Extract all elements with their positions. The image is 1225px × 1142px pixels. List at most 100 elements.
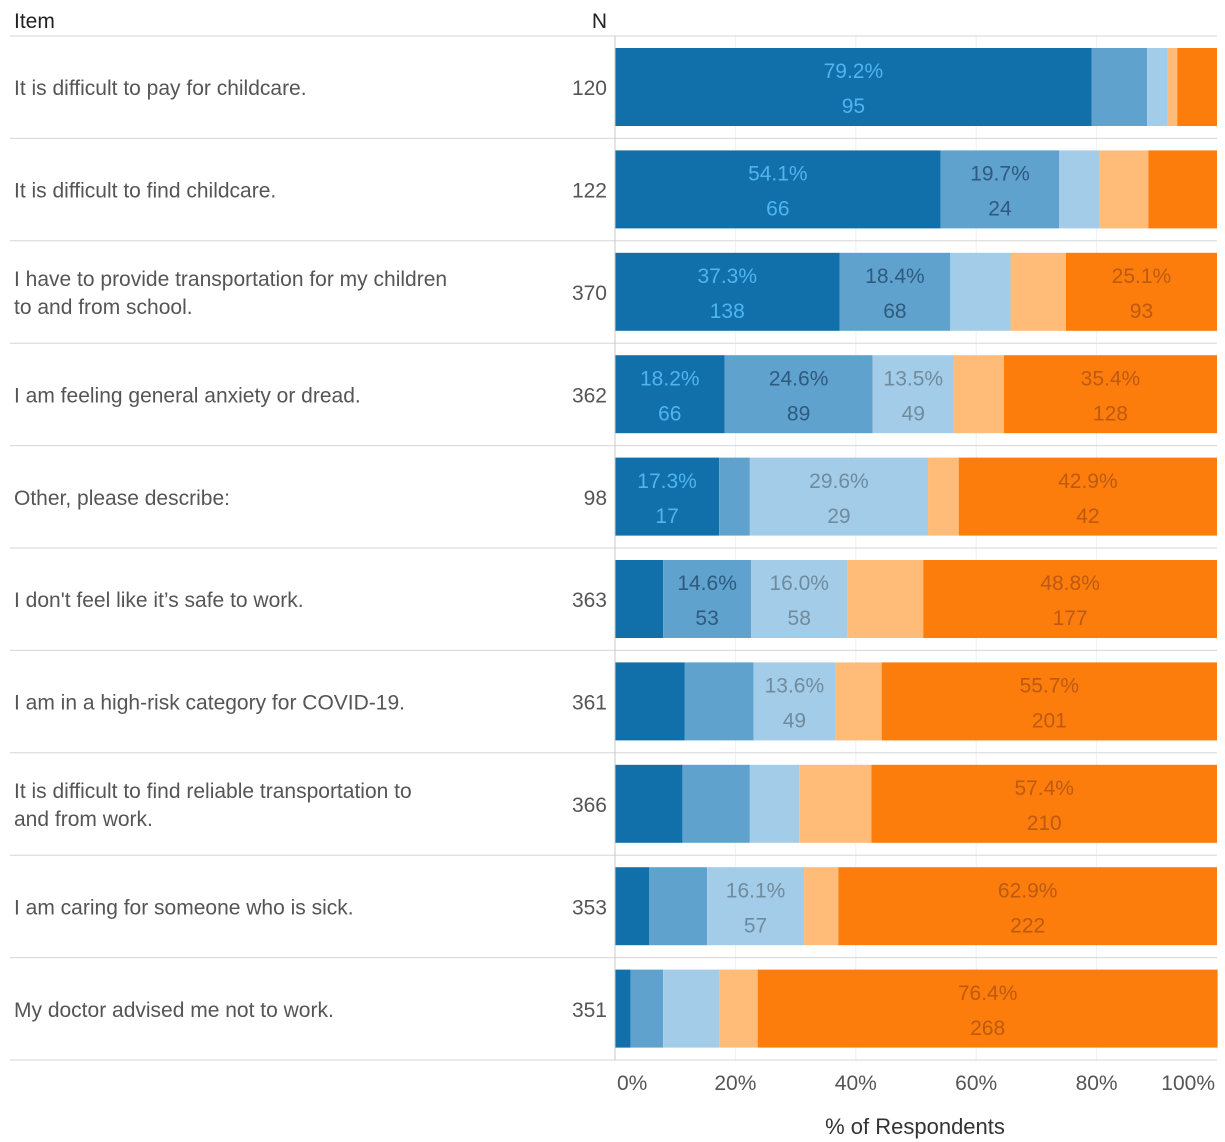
bar-percent-label: 19.7% (970, 163, 1030, 186)
bar-segment (923, 560, 1217, 638)
bar-segment (615, 560, 664, 638)
bar-segment (958, 457, 1217, 536)
bar-percent-label: 18.4% (865, 265, 925, 288)
bar-segment (615, 867, 650, 946)
bar-segment (1099, 150, 1149, 229)
bar-segment (1059, 150, 1100, 229)
row-label: It is difficult to pay for childcare. (14, 77, 307, 100)
bar-segment (928, 457, 959, 536)
bar-segment (871, 764, 1217, 843)
x-tick-label: 40% (835, 1072, 877, 1095)
bar-count-label: 66 (658, 402, 681, 425)
bar-percent-label: 25.1% (1112, 265, 1172, 288)
bar-percent-label: 54.1% (748, 163, 808, 186)
bar-segment (751, 560, 848, 638)
x-axis-title: % of Respondents (825, 1114, 1005, 1139)
row-n-value: 362 (572, 384, 607, 407)
bar-segment (753, 662, 836, 741)
bar-segment (953, 355, 1004, 434)
bar-segment (615, 457, 720, 536)
row-n-value: 98 (584, 487, 607, 510)
bar-count-label: 66 (766, 198, 789, 221)
bar-percent-label: 76.4% (958, 982, 1018, 1005)
bar-segment (615, 150, 941, 229)
bar-percent-label: 16.1% (726, 879, 786, 902)
bar-segment (835, 662, 882, 741)
bar-count-label: 58 (788, 607, 811, 630)
bar-segment (1177, 48, 1217, 126)
row-n-value: 363 (572, 589, 607, 612)
bar-percent-label: 13.5% (884, 367, 944, 390)
bar-segment (724, 355, 873, 434)
bar-percent-label: 55.7% (1020, 675, 1080, 698)
bar-segment (684, 662, 754, 741)
bar-count-label: 49 (902, 402, 925, 425)
bar-count-label: 57 (744, 914, 767, 937)
bar-count-label: 49 (783, 710, 806, 733)
bar-count-label: 93 (1130, 300, 1153, 323)
row-n-value: 351 (572, 999, 607, 1022)
x-tick-label: 0% (617, 1072, 647, 1095)
bar-segment (649, 867, 708, 946)
bar-percent-label: 16.0% (769, 572, 829, 595)
bar-count-label: 42 (1076, 505, 1099, 528)
bar-area: 79.2% 95 54.1% 66 19.7% 24 37.3% 138 18.4% 68 25.1… (615, 48, 1218, 1048)
bar-percent-label: 17.3% (637, 470, 697, 493)
bar-count-label: 24 (988, 198, 1012, 221)
bar-percent-label: 79.2% (824, 60, 884, 83)
bar-percent-label: 48.8% (1040, 572, 1100, 595)
bar-segment (707, 867, 805, 946)
row-label: My doctor advised me not to work. (14, 999, 334, 1022)
x-tick-label: 100% (1161, 1072, 1215, 1095)
item-column-header: Item (14, 10, 55, 33)
bar-segment (615, 355, 725, 434)
bar-percent-label: 24.6% (769, 367, 829, 390)
bar-count-label: 268 (970, 1017, 1005, 1040)
row-label: I am in a high-risk category for COVID-1… (14, 692, 405, 715)
bar-count-label: 29 (827, 505, 850, 528)
bar-segment (663, 969, 720, 1048)
bar-segment (940, 150, 1060, 229)
bar-count-label: 177 (1053, 607, 1088, 630)
bar-segment (615, 764, 683, 843)
row-n-value: 122 (572, 180, 607, 203)
row-n-value: 366 (572, 794, 607, 817)
bar-segment (839, 252, 951, 331)
bar-percent-label: 35.4% (1081, 367, 1141, 390)
bar-segment (749, 457, 929, 536)
bar-segment (615, 252, 840, 331)
bar-segment (872, 355, 954, 434)
row-label: I have to provide transportation for my … (14, 268, 447, 319)
n-column-header: N (592, 10, 607, 33)
bar-segment (1091, 48, 1148, 126)
bar-segment (719, 457, 750, 536)
bar-segment (757, 969, 1218, 1048)
bar-count-label: 17 (655, 505, 678, 528)
x-axis: 0% 20% 40% 60% 80% 100% (614, 36, 1215, 1095)
row-label: I don't feel like it’s safe to work. (14, 589, 304, 612)
x-tick-label: 20% (714, 1072, 756, 1095)
bar-segment (1003, 355, 1217, 434)
row-label: I am feeling general anxiety or dread. (14, 384, 361, 407)
bar-percent-label: 18.2% (640, 367, 700, 390)
bar-count-label: 222 (1010, 914, 1045, 937)
bar-segment (1010, 252, 1066, 331)
bar-segment (838, 867, 1217, 946)
bar-segment (663, 560, 752, 638)
bar-segment (682, 764, 750, 843)
bar-segment (615, 969, 631, 1048)
bar-count-label: 95 (842, 95, 865, 118)
row-n-value: 361 (572, 692, 607, 715)
bar-count-label: 128 (1093, 402, 1128, 425)
bar-percent-label: 29.6% (809, 470, 869, 493)
bar-percent-label: 14.6% (677, 572, 737, 595)
x-tick-label: 80% (1076, 1072, 1118, 1095)
bar-segment (630, 969, 664, 1048)
bar-segment (719, 969, 758, 1048)
bar-count-label: 53 (695, 607, 718, 630)
bar-percent-label: 57.4% (1014, 777, 1074, 800)
x-tick-label: 60% (955, 1072, 997, 1095)
row-labels: It is difficult to pay for childcare. 120… (10, 35, 1217, 1061)
row-n-value: 370 (572, 282, 607, 305)
